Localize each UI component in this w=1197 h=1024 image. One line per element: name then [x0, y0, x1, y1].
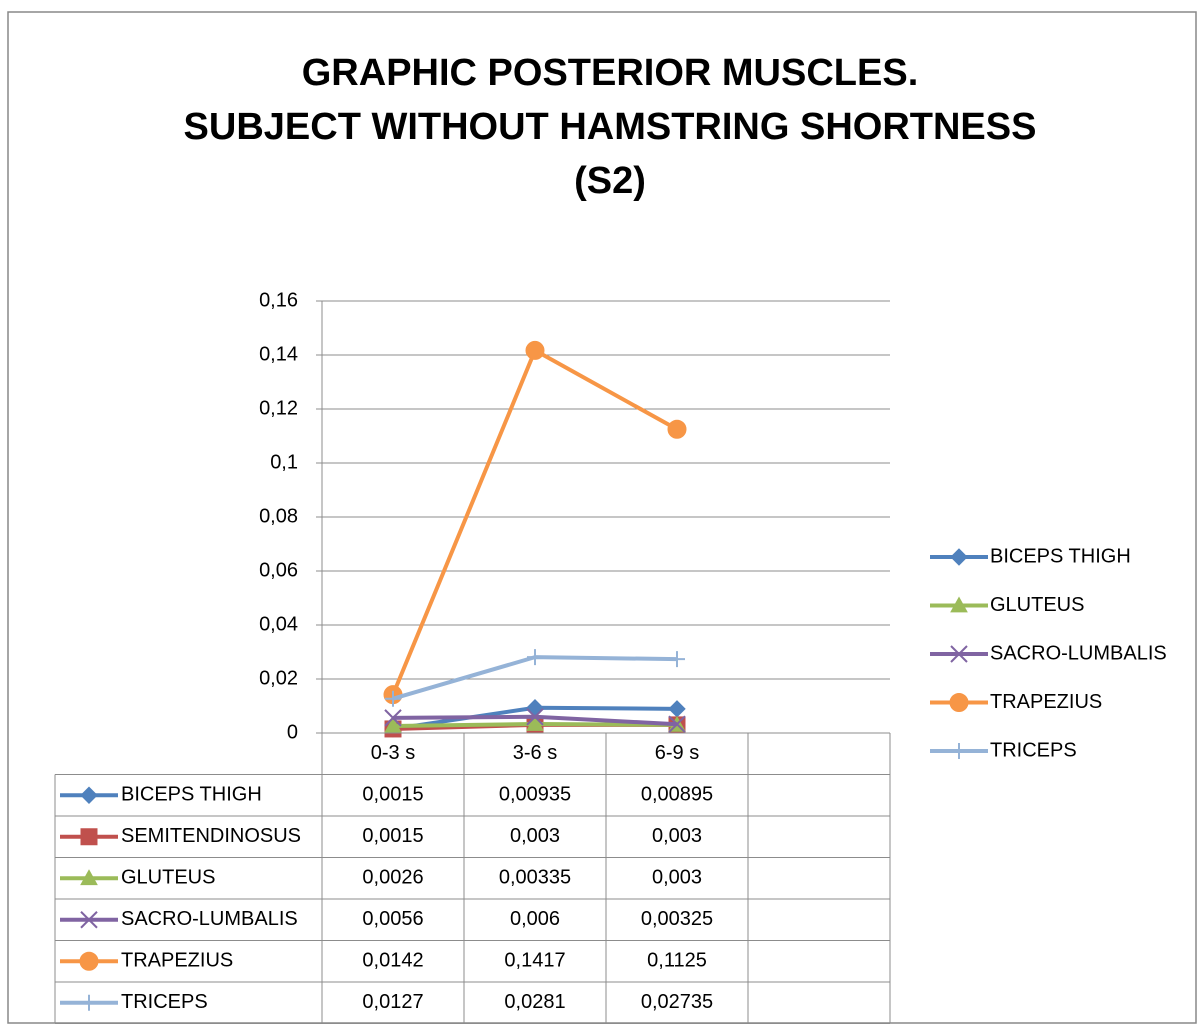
data-point: [668, 715, 686, 733]
y-tick-label: 0,16: [259, 289, 298, 311]
table-cell: 0,003: [510, 825, 560, 847]
table-cell: 0,0142: [362, 950, 423, 972]
legend-marker: [951, 743, 967, 759]
table-cell: 0,1125: [647, 950, 707, 972]
table-series-name: BICEPS THIGH: [121, 784, 262, 806]
chart-title: SUBJECT WITHOUT HAMSTRING SHORTNESS: [184, 106, 1037, 148]
legend-label: BICEPS THIGH: [990, 545, 1131, 567]
data-point: [526, 708, 544, 726]
legend-label: GLUTEUS: [990, 594, 1084, 616]
data-point: [669, 651, 685, 668]
data-point: [384, 709, 402, 727]
table-legend-marker: [80, 869, 98, 886]
table-series-name: TRICEPS: [121, 991, 208, 1013]
y-tick-label: 0,12: [259, 397, 298, 419]
y-tick-label: 0,04: [259, 613, 298, 635]
data-point: [525, 340, 545, 360]
table-series-name: SEMITENDINOSUS: [121, 825, 301, 847]
legend-marker: [950, 596, 968, 613]
data-point: [667, 419, 687, 439]
data-point: [384, 716, 402, 733]
table-legend-marker: [80, 828, 98, 846]
data-point: [527, 649, 543, 666]
table-cell: 0,0281: [504, 991, 565, 1013]
table-cell: 0,00325: [641, 908, 713, 930]
table-cell: 0,0056: [362, 908, 423, 930]
data-point: [385, 690, 401, 707]
y-tick-label: 0,02: [259, 667, 298, 689]
y-tick-label: 0: [287, 721, 298, 743]
x-tick-label: 3-6 s: [513, 742, 557, 764]
table-cell: 0,0127: [362, 991, 423, 1013]
table-cell: 0,00335: [499, 867, 571, 889]
legend-label: TRAPEZIUS: [990, 691, 1102, 713]
chart-title: (S2): [574, 160, 646, 202]
table-series-name: TRAPEZIUS: [121, 950, 233, 972]
table-cell: 0,0015: [362, 784, 423, 806]
y-tick-label: 0,08: [259, 505, 298, 527]
y-tick-label: 0,06: [259, 559, 298, 581]
table-series-name: GLUTEUS: [121, 867, 215, 889]
x-tick-label: 0-3 s: [371, 742, 415, 764]
legend-marker: [950, 548, 968, 566]
table-legend-marker: [79, 951, 99, 971]
table-cell: 0,003: [652, 867, 702, 889]
table-cell: 0,0015: [362, 825, 423, 847]
legend-marker: [949, 693, 969, 712]
table-legend-marker: [80, 786, 98, 804]
chart-title: GRAPHIC POSTERIOR MUSCLES.: [302, 52, 919, 94]
table-series-name: SACRO-LUMBALIS: [121, 908, 298, 930]
table-cell: 0,003: [652, 825, 702, 847]
table-legend-marker: [81, 994, 97, 1011]
y-tick-label: 0,14: [259, 343, 298, 365]
table-cell: 0,006: [510, 908, 560, 930]
table-cell: 0,00895: [641, 784, 713, 806]
table-cell: 0,0026: [362, 867, 423, 889]
y-tick-label: 0,1: [270, 451, 298, 473]
legend-label: SACRO-LUMBALIS: [990, 642, 1167, 664]
table-legend-marker: [80, 911, 98, 929]
table-cell: 0,00935: [499, 784, 571, 806]
table-cell: 0,02735: [641, 991, 713, 1013]
legend-label: TRICEPS: [990, 739, 1077, 761]
x-tick-label: 6-9 s: [655, 742, 699, 764]
legend-marker: [950, 645, 968, 663]
table-cell: 0,1417: [504, 950, 565, 972]
data-point: [526, 714, 544, 731]
